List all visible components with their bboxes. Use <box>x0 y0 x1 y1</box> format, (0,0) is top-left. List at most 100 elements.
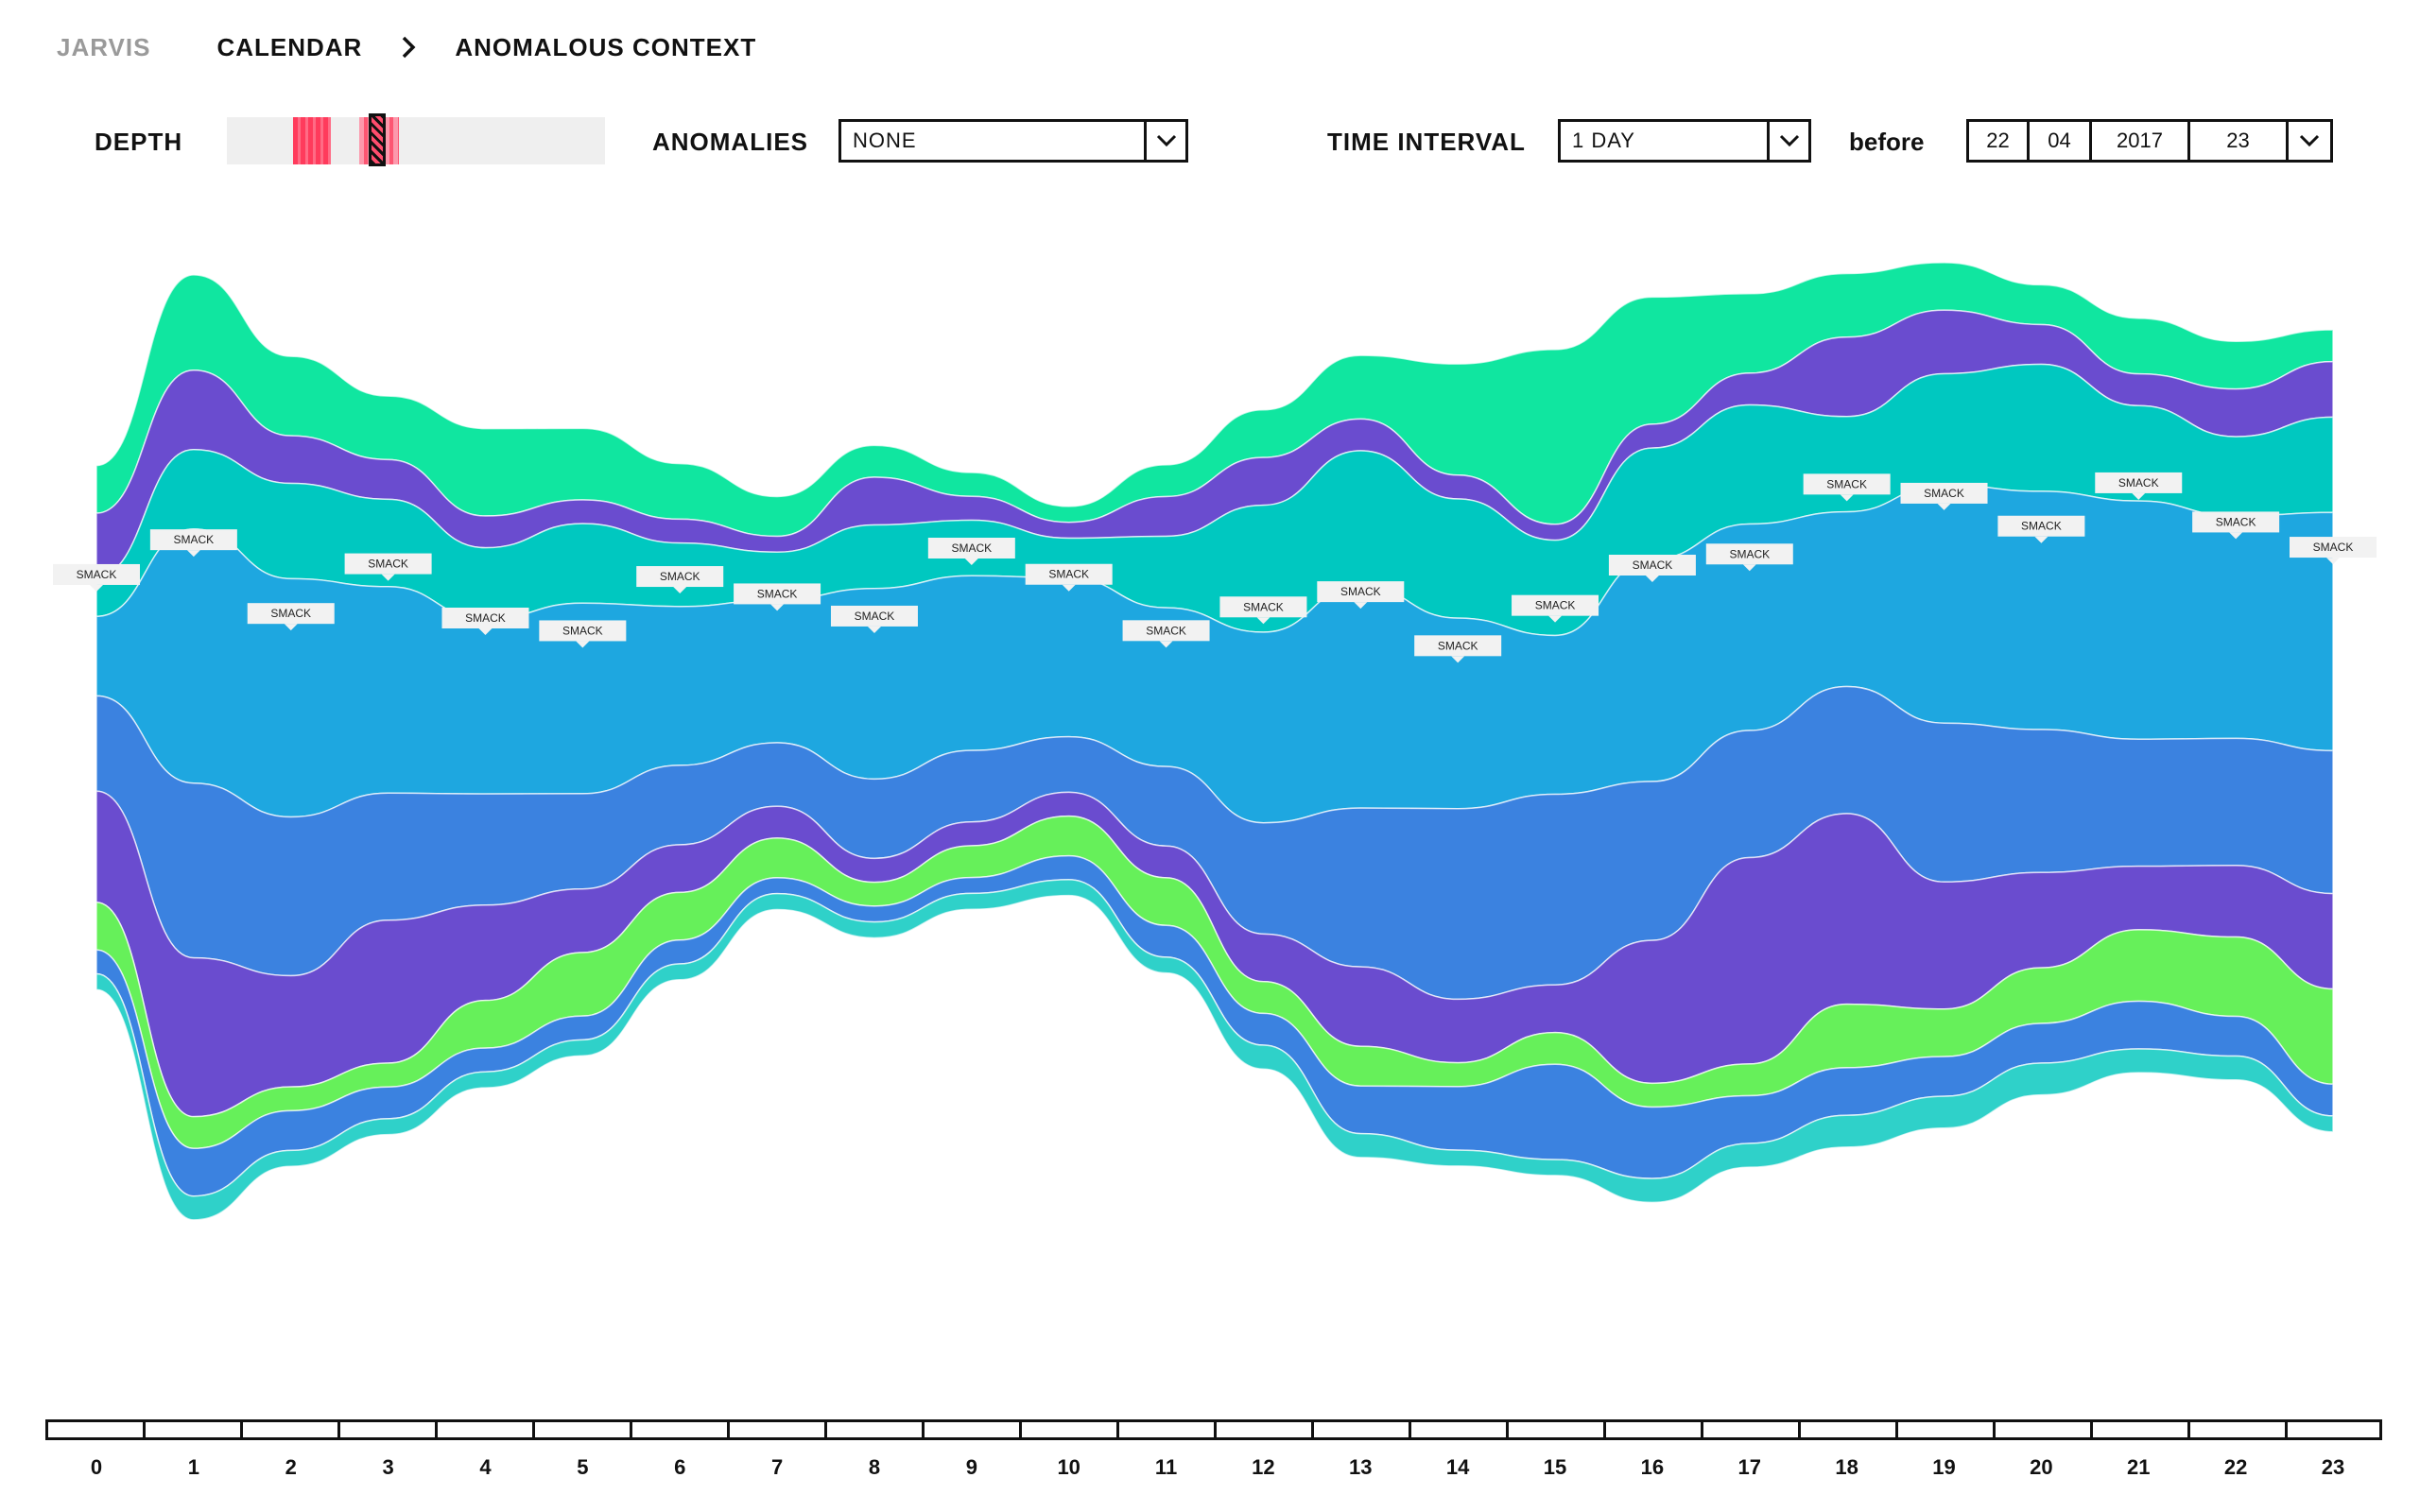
hour-field[interactable]: 23 <box>2190 122 2289 160</box>
day-field[interactable]: 22 <box>1969 122 2030 160</box>
axis-tick <box>630 1422 632 1437</box>
stream-label[interactable]: SMACK <box>636 566 724 594</box>
axis-tick <box>435 1422 438 1437</box>
axis-tick-label[interactable]: 6 <box>674 1455 686 1479</box>
stream-label-text: SMACK <box>1729 547 1770 560</box>
chevron-down-icon[interactable] <box>1767 122 1808 160</box>
stream-label-text: SMACK <box>1048 568 1089 581</box>
stream-label-text: SMACK <box>2313 541 2354 554</box>
axis-tick-label[interactable]: 21 <box>2127 1455 2151 1479</box>
stream-label-text: SMACK <box>1924 487 1964 500</box>
axis-tick-label[interactable]: 19 <box>1932 1455 1956 1479</box>
axis-tick <box>1895 1422 1898 1437</box>
stream-label-text: SMACK <box>77 568 117 581</box>
stream-label-text: SMACK <box>951 541 992 555</box>
stream-label[interactable]: SMACK <box>149 529 237 558</box>
axis-tick-label[interactable]: 11 <box>1154 1455 1178 1479</box>
depth-label: DEPTH <box>95 128 183 156</box>
stream-label[interactable]: SMACK <box>53 563 140 592</box>
axis-tick-label[interactable]: 18 <box>1835 1455 1858 1479</box>
chevron-down-icon[interactable] <box>2289 122 2330 160</box>
stream-label[interactable]: SMACK <box>830 605 918 633</box>
axis-tick-label[interactable]: 9 <box>965 1455 977 1479</box>
stream-label-text: SMACK <box>562 624 603 637</box>
anomalies-label: ANOMALIES <box>652 128 808 156</box>
breadcrumb-calendar[interactable]: CALENDAR <box>216 32 363 61</box>
stream-label[interactable]: SMACK <box>441 608 529 636</box>
depth-anomaly-band <box>293 117 331 164</box>
axis-tick <box>922 1422 925 1437</box>
chevron-right-icon <box>400 35 417 60</box>
stream-label[interactable]: SMACK <box>1219 596 1307 625</box>
depth-slider[interactable] <box>227 113 605 166</box>
axis-tick-label[interactable]: 3 <box>382 1455 394 1479</box>
stream-layer-8[interactable] <box>95 879 2334 1221</box>
axis-tick <box>2187 1422 2190 1437</box>
stream-label[interactable]: SMACK <box>1317 581 1405 610</box>
axis-tick-label[interactable]: 23 <box>2321 1455 2345 1479</box>
stream-label[interactable]: SMACK <box>247 603 335 631</box>
stream-label[interactable]: SMACK <box>927 538 1015 566</box>
app-name[interactable]: JARVIS <box>57 32 151 61</box>
axis-tick <box>1993 1422 1996 1437</box>
axis-tick-label[interactable]: 20 <box>2030 1455 2053 1479</box>
axis-tick-label[interactable]: 15 <box>1543 1455 1567 1479</box>
stream-label[interactable]: SMACK <box>539 620 627 648</box>
axis-tick-label[interactable]: 22 <box>2223 1455 2248 1479</box>
axis-tick-label[interactable]: 12 <box>1252 1455 1275 1479</box>
stream-label[interactable]: SMACK <box>1512 594 1599 623</box>
axis-tick <box>1311 1422 1314 1437</box>
stream-label-text: SMACK <box>1826 477 1867 490</box>
axis-tick-label[interactable]: 4 <box>479 1455 492 1479</box>
stream-label-text: SMACK <box>368 558 408 571</box>
stream-label[interactable]: SMACK <box>2192 511 2280 540</box>
axis-tick-label[interactable]: 13 <box>1349 1455 1373 1479</box>
axis-tick <box>1603 1422 1606 1437</box>
stream-label-text: SMACK <box>2021 520 2062 533</box>
axis-tick-label[interactable]: 5 <box>577 1455 589 1479</box>
stream-label[interactable]: SMACK <box>1900 482 1988 510</box>
stream-label-text: SMACK <box>465 611 506 625</box>
axis-tick-label[interactable]: 14 <box>1445 1455 1470 1479</box>
axis-tick-label[interactable]: 0 <box>90 1455 103 1479</box>
time-interval-select[interactable]: 1 DAY <box>1558 119 1811 163</box>
stream-label[interactable]: SMACK <box>1414 635 1502 663</box>
depth-slider-handle[interactable] <box>369 113 386 166</box>
stream-label-text: SMACK <box>2118 476 2159 490</box>
stream-label[interactable]: SMACK <box>2095 472 2183 500</box>
stream-label[interactable]: SMACK <box>344 553 432 581</box>
date-picker[interactable]: 22 04 2017 23 <box>1966 119 2333 163</box>
axis-tick-label[interactable]: 16 <box>1640 1455 1665 1479</box>
axis-tick-label[interactable]: 10 <box>1057 1455 1080 1479</box>
stream-label[interactable]: SMACK <box>1608 555 1696 583</box>
axis-tick <box>2090 1422 2093 1437</box>
axis-tick-label[interactable]: 17 <box>1737 1455 1762 1479</box>
stream-label-text: SMACK <box>1146 624 1186 637</box>
year-field[interactable]: 2017 <box>2092 122 2190 160</box>
stream-label[interactable]: SMACK <box>1122 620 1210 648</box>
axis-tick <box>1798 1422 1801 1437</box>
month-field[interactable]: 04 <box>2030 122 2092 160</box>
axis-tick <box>1701 1422 1703 1437</box>
stream-label[interactable]: SMACK <box>1997 515 2085 543</box>
breadcrumb: JARVIS CALENDAR ANOMALOUS CONTEXT <box>57 30 756 64</box>
axis-tick-label[interactable]: 8 <box>868 1455 881 1479</box>
stream-label-text: SMACK <box>174 533 215 546</box>
stream-label[interactable]: SMACK <box>1705 543 1793 572</box>
anomalies-select[interactable]: NONE <box>838 119 1188 163</box>
axis-tick-label[interactable]: 2 <box>285 1455 297 1479</box>
stream-label-text: SMACK <box>1633 558 1673 572</box>
stream-label[interactable]: SMACK <box>1025 563 1113 592</box>
axis-tick-label[interactable]: 1 <box>187 1455 199 1479</box>
axis-tick <box>2285 1422 2288 1437</box>
streamgraph[interactable]: SMACK SMACK SMACK SMACK SMACK SMACK SMACK SMACK… <box>0 217 2420 1351</box>
chevron-down-icon[interactable] <box>1144 122 1185 160</box>
stream-label[interactable]: SMACK <box>1803 473 1891 502</box>
time-axis <box>45 1419 2382 1440</box>
axis-tick-label[interactable]: 7 <box>770 1455 784 1479</box>
stream-label[interactable]: SMACK <box>734 583 821 611</box>
stream-label[interactable]: SMACK <box>2290 537 2377 565</box>
axis-tick <box>1019 1422 1022 1437</box>
breadcrumb-anomalous-context: ANOMALOUS CONTEXT <box>455 32 757 61</box>
axis-tick <box>143 1422 146 1437</box>
